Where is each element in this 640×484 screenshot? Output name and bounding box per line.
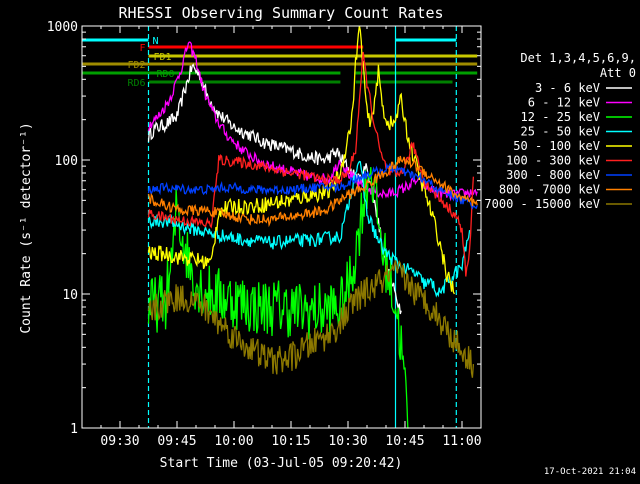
plot-frame: [81, 25, 482, 429]
y-tick-label: 100: [55, 154, 78, 169]
legend-label-7: 800 - 7000 keV: [499, 183, 600, 197]
series-line-6: [147, 162, 478, 210]
legend-label-0: 3 - 6 keV: [535, 81, 600, 95]
x-tick-label: 10:15: [271, 434, 310, 449]
flag-label-n: N: [153, 36, 159, 47]
legend-label-1: 6 - 12 keV: [528, 96, 600, 110]
legend-title-line-2: Att 0: [600, 66, 636, 80]
flag-label-rd6: RD6: [127, 78, 145, 89]
series-line-7: [147, 155, 478, 228]
y-tick-label: 1: [70, 422, 78, 437]
series-line-5: [147, 51, 475, 277]
x-tick-label: 10:30: [328, 434, 367, 449]
flag-label-fd2: FD2: [127, 60, 145, 71]
x-tick-label: 10:00: [214, 434, 253, 449]
chart-title: RHESSI Observing Summary Count Rates: [118, 4, 443, 22]
flag-label-f: F: [139, 43, 145, 54]
x-axis-label: Start Time (03-Jul-05 09:20:42): [160, 456, 403, 471]
x-tick-label: 09:30: [100, 434, 139, 449]
x-tick-label: 09:45: [157, 434, 196, 449]
y-tick-label: 10: [62, 288, 78, 303]
legend-label-5: 100 - 300 keV: [506, 154, 600, 168]
series-line-4: [147, 25, 455, 295]
x-tick-label: 11:00: [442, 434, 481, 449]
series-line-3: [147, 160, 471, 298]
y-tick-label: 1000: [47, 20, 78, 35]
legend-label-3: 25 - 50 keV: [521, 125, 600, 139]
legend-label-4: 50 - 100 keV: [513, 139, 600, 153]
x-tick-label: 10:45: [385, 434, 424, 449]
y-axis-label: Count Rate (s⁻¹ detector⁻¹): [19, 122, 34, 333]
legend-title-line-1: Det 1,3,4,5,6,9,: [520, 51, 636, 65]
legend-label-2: 12 - 25 keV: [521, 110, 600, 124]
series-line-8: [147, 260, 475, 378]
legend-label-8: 7000 - 15000 keV: [484, 197, 600, 211]
timestamp: 17-Oct-2021 21:04: [544, 467, 636, 477]
flag-label-fd1: FD1: [154, 52, 172, 63]
flag-label-rd0: RD0: [157, 69, 175, 80]
legend-label-6: 300 - 800 keV: [506, 168, 600, 182]
